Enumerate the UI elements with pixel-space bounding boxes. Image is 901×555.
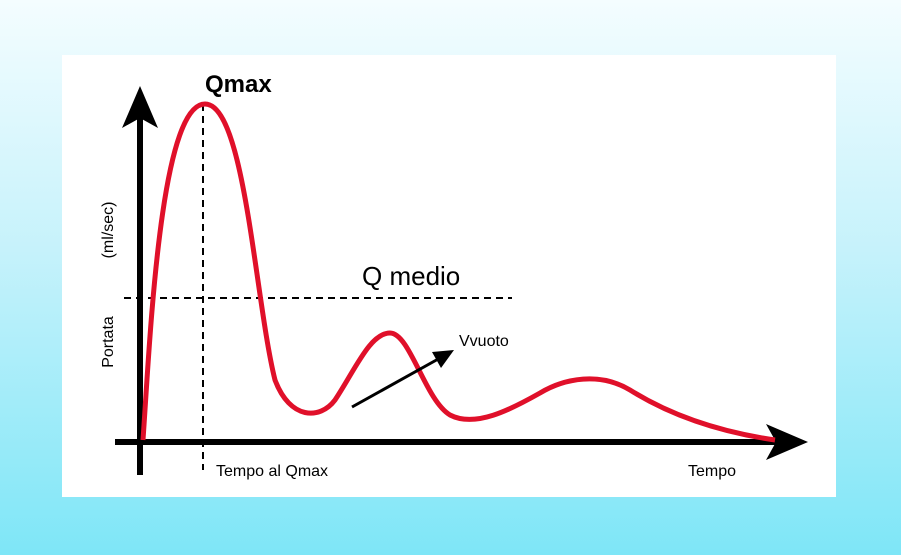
y-axis-label: Portata xyxy=(100,316,117,368)
voiding-arrow xyxy=(351,356,441,409)
mean-label: Q medio xyxy=(362,261,460,291)
y-arrow xyxy=(122,86,158,128)
x-axis-label: Tempo xyxy=(688,463,736,480)
time-to-peak-label: Tempo al Qmax xyxy=(216,463,328,480)
flow-curve xyxy=(140,101,776,443)
peak-label: Qmax xyxy=(205,71,272,98)
x-arrow xyxy=(766,424,808,460)
voiding-label: Vvuoto xyxy=(459,333,509,350)
voiding-arrowhead xyxy=(432,350,454,368)
y-unit-label: (ml/sec) xyxy=(100,202,117,259)
